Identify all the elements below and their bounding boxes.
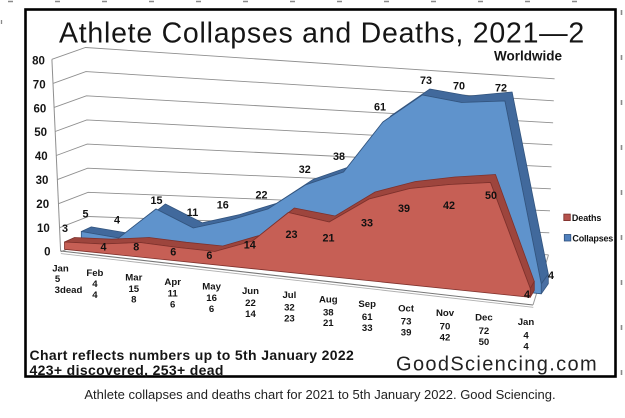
svg-text:38: 38 (323, 307, 334, 318)
svg-text:73: 73 (420, 75, 432, 87)
svg-text:Dec: Dec (475, 312, 493, 323)
svg-text:11: 11 (168, 289, 179, 300)
svg-text:4: 4 (92, 290, 98, 301)
svg-text:Mar: Mar (125, 272, 142, 283)
svg-text:6: 6 (170, 246, 176, 258)
svg-text:61: 61 (362, 312, 373, 323)
svg-text:80: 80 (32, 56, 45, 68)
svg-text:23: 23 (285, 229, 297, 241)
svg-text:20: 20 (36, 199, 49, 211)
svg-text:70: 70 (440, 321, 451, 332)
svg-text:42: 42 (440, 332, 451, 343)
svg-text:14: 14 (244, 240, 256, 252)
svg-text:72: 72 (479, 326, 490, 337)
svg-text:6: 6 (206, 250, 212, 262)
svg-text:61: 61 (374, 102, 386, 114)
svg-text:42: 42 (443, 200, 455, 212)
svg-text:Jan: Jan (518, 317, 535, 328)
svg-text:22: 22 (245, 298, 256, 309)
svg-text:32: 32 (299, 164, 311, 176)
svg-text:Jan: Jan (52, 264, 69, 275)
svg-text:Feb: Feb (86, 268, 103, 279)
svg-text:39: 39 (398, 203, 410, 215)
svg-text:6: 6 (170, 299, 175, 310)
svg-text:39: 39 (401, 328, 412, 339)
svg-text:8: 8 (133, 241, 139, 253)
svg-text:11: 11 (187, 207, 198, 219)
svg-text:21: 21 (323, 318, 334, 329)
svg-text:30: 30 (36, 175, 49, 187)
svg-text:72: 72 (495, 83, 507, 95)
svg-text:8: 8 (131, 295, 137, 306)
svg-text:33: 33 (361, 218, 373, 230)
svg-text:Worldwide: Worldwide (494, 49, 562, 64)
svg-text:Athlete Collapses and Deaths,: Athlete Collapses and Deaths, 2021—2 (59, 18, 585, 50)
svg-text:16: 16 (206, 293, 217, 304)
svg-text:73: 73 (401, 317, 412, 328)
svg-text:10: 10 (37, 223, 50, 235)
svg-text:4: 4 (523, 342, 529, 353)
svg-text:3dead: 3dead (55, 285, 83, 296)
svg-text:GoodSciencing.com: GoodSciencing.com (396, 354, 598, 376)
svg-text:4: 4 (548, 270, 554, 282)
svg-text:4: 4 (523, 331, 529, 342)
svg-text:Aug: Aug (319, 295, 338, 306)
svg-text:423+ discovered, 253+ dead: 423+ discovered, 253+ dead (30, 362, 224, 378)
svg-text:May: May (202, 281, 221, 292)
svg-text:3: 3 (62, 223, 68, 235)
svg-text:32: 32 (284, 303, 295, 314)
svg-text:70: 70 (453, 81, 465, 93)
svg-text:0: 0 (44, 247, 50, 259)
svg-text:16: 16 (217, 199, 229, 211)
svg-text:4: 4 (524, 289, 530, 301)
svg-text:Chart reflects numbers up to 5: Chart reflects numbers up to 5th January… (30, 347, 355, 363)
svg-text:Sep: Sep (358, 299, 376, 310)
svg-text:Jul: Jul (282, 290, 296, 301)
svg-text:50: 50 (34, 127, 47, 139)
svg-text:50: 50 (479, 337, 490, 348)
svg-text:14: 14 (245, 309, 256, 320)
svg-text:21: 21 (322, 233, 334, 245)
svg-text:23: 23 (284, 314, 295, 325)
svg-text:6: 6 (209, 304, 214, 315)
svg-text:Jun: Jun (242, 286, 259, 297)
svg-text:15: 15 (150, 195, 162, 207)
svg-text:33: 33 (362, 323, 373, 334)
svg-text:5: 5 (55, 274, 61, 285)
svg-text:60: 60 (34, 103, 47, 115)
svg-text:4: 4 (92, 279, 98, 290)
svg-text:38: 38 (333, 151, 345, 163)
svg-text:Apr: Apr (164, 277, 181, 288)
svg-text:Deaths: Deaths (572, 213, 602, 223)
svg-text:40: 40 (35, 151, 48, 163)
svg-text:Nov: Nov (436, 308, 455, 319)
svg-text:4: 4 (114, 215, 120, 227)
svg-text:22: 22 (255, 189, 267, 201)
svg-text:50: 50 (485, 190, 497, 202)
svg-text:70: 70 (33, 79, 46, 91)
svg-text:5: 5 (82, 209, 88, 221)
svg-text:4: 4 (100, 241, 106, 253)
svg-text:15: 15 (128, 284, 139, 295)
svg-text:Oct: Oct (398, 304, 415, 315)
svg-text:Collapses: Collapses (572, 233, 613, 243)
svg-text:Athlete collapses and deaths c: Athlete collapses and deaths chart for 2… (84, 387, 555, 402)
